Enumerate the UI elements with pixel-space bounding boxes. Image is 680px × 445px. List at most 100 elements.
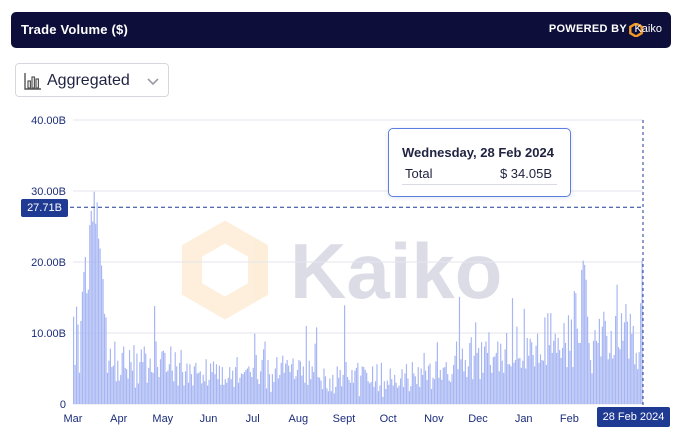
volume-bar — [202, 374, 204, 404]
volume-bar — [635, 352, 637, 404]
volume-bar — [360, 375, 362, 404]
volume-bar — [445, 362, 447, 404]
volume-bar — [489, 364, 491, 404]
tooltip-label: Total — [405, 166, 433, 181]
volume-bar — [458, 296, 461, 404]
volume-bar — [109, 348, 111, 404]
volume-bar — [205, 359, 207, 404]
volume-bar — [494, 356, 496, 404]
volume-bar — [289, 372, 291, 404]
volume-bar — [286, 359, 288, 404]
volume-bar — [430, 389, 433, 404]
volume-bar — [640, 303, 642, 404]
volume-bar — [420, 368, 422, 404]
volume-bar — [184, 371, 187, 404]
volume-bar — [369, 383, 371, 404]
volume-bar — [84, 257, 86, 404]
volume-bar — [180, 350, 182, 404]
volume-bar — [501, 360, 503, 404]
volume-bar — [348, 379, 350, 404]
x-tick-label: Sept — [333, 413, 356, 425]
volume-bar — [610, 330, 612, 404]
volume-bar — [364, 369, 366, 404]
watermark-text: Kaiko — [290, 227, 502, 315]
volume-bar — [314, 343, 316, 404]
volume-bar — [344, 305, 346, 404]
volume-bar — [261, 359, 263, 404]
x-tick-label: Jun — [200, 413, 218, 425]
volume-bar — [559, 350, 561, 404]
volume-bar — [388, 384, 390, 404]
volume-bar — [547, 313, 549, 404]
volume-bar — [226, 382, 228, 404]
volume-bar — [606, 335, 608, 404]
crosshair-x-label: 28 Feb 2024 — [597, 407, 670, 427]
volume-bar — [111, 367, 113, 404]
volume-bar — [575, 293, 577, 404]
volume-bar — [417, 367, 419, 404]
volume-bar — [625, 303, 627, 404]
volume-bar — [305, 325, 307, 404]
volume-bar — [112, 365, 114, 404]
volume-bar — [497, 341, 499, 404]
volume-bar — [240, 373, 243, 404]
volume-bar — [413, 373, 415, 404]
y-tick-label: 0 — [60, 399, 66, 411]
volume-bar — [134, 387, 137, 404]
volume-bar — [245, 369, 247, 404]
volume-bar — [517, 358, 519, 404]
volume-bar — [316, 327, 318, 404]
volume-bar — [629, 313, 631, 404]
volume-bar — [233, 386, 235, 404]
volume-bar — [392, 385, 394, 404]
x-tick-label: Aug — [289, 413, 309, 425]
volume-bar — [243, 372, 246, 404]
volume-bar — [220, 384, 222, 404]
volume-bar — [246, 368, 248, 404]
volume-bar — [466, 377, 468, 404]
volume-bar — [346, 377, 349, 404]
aggregation-dropdown[interactable]: Aggregated — [15, 63, 169, 97]
volume-bar — [189, 364, 191, 404]
volume-bar — [89, 225, 91, 404]
volume-bar — [263, 349, 265, 404]
volume-bar — [526, 337, 528, 404]
volume-bar — [623, 322, 626, 404]
volume-bar — [279, 374, 281, 404]
kaiko-logo-icon — [629, 23, 643, 37]
tooltip-row-total: Total $ 34.05B — [402, 164, 557, 185]
volume-bar — [87, 289, 89, 404]
brand-name[interactable]: Kaiko — [634, 23, 662, 35]
volume-bar — [523, 308, 525, 404]
volume-bar — [117, 360, 119, 404]
volume-bar — [551, 352, 553, 404]
volume-bar — [327, 391, 329, 404]
volume-bar — [80, 320, 82, 404]
volume-bar — [457, 369, 459, 404]
volume-bar — [570, 319, 572, 404]
volume-bar — [603, 311, 605, 404]
volume-bar — [151, 372, 153, 404]
volume-bar — [374, 381, 377, 404]
volume-bar — [514, 359, 517, 404]
volume-bar — [120, 374, 122, 404]
volume-bar — [522, 360, 524, 404]
volume-bar — [118, 380, 120, 404]
volume-bar — [441, 379, 443, 404]
volume-bar — [513, 362, 515, 404]
volume-bar — [594, 330, 596, 404]
volume-bar — [469, 342, 471, 404]
volume-bar — [254, 333, 256, 404]
volume-bar — [438, 377, 440, 404]
volume-bar — [230, 379, 232, 404]
volume-bar — [173, 381, 175, 404]
volume-bar — [480, 342, 483, 404]
volume-bar — [491, 372, 493, 404]
volume-bar — [161, 351, 163, 404]
volume-bar — [572, 367, 574, 404]
volume-bar — [273, 381, 275, 404]
volume-bar — [563, 323, 565, 404]
volume-bar — [366, 372, 368, 404]
volume-bar — [338, 377, 340, 404]
volume-bar — [146, 382, 148, 404]
